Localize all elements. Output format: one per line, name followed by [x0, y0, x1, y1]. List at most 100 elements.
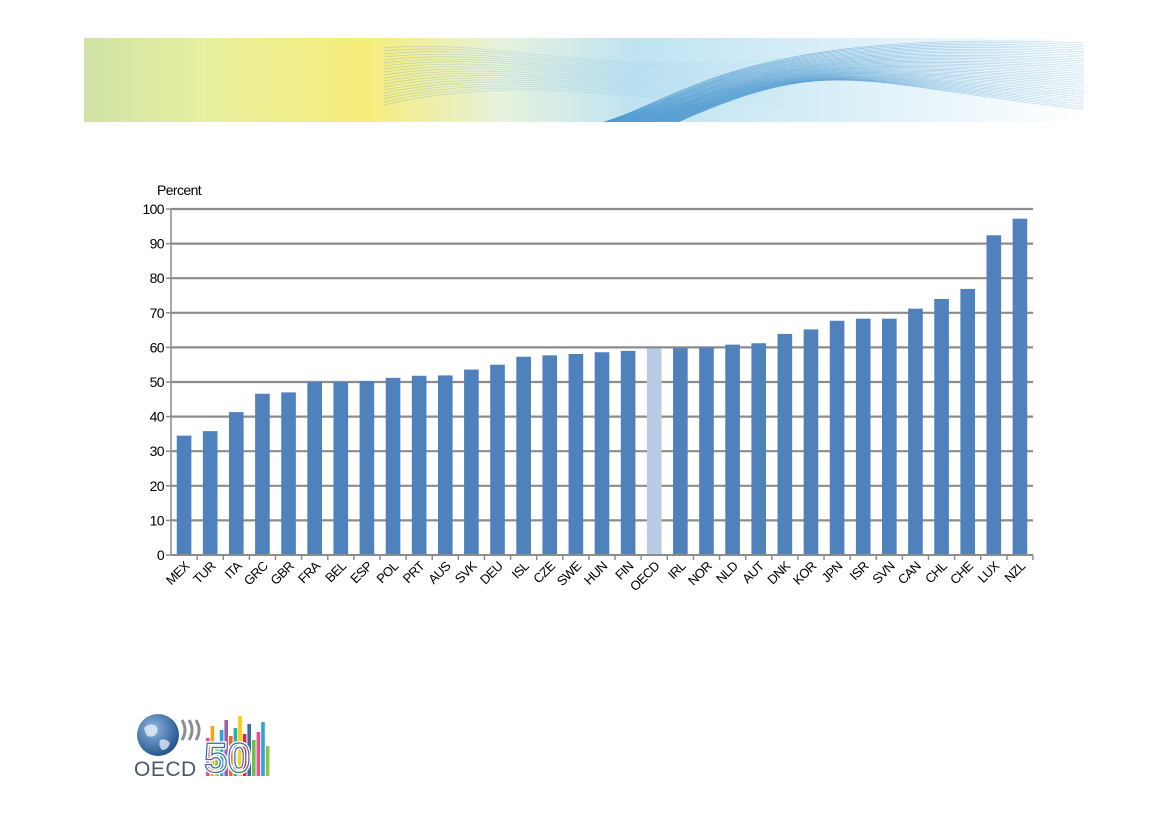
- x-tick-label: GBR: [267, 558, 296, 587]
- wave-line: [383, 46, 785, 65]
- wave-line: [615, 50, 1084, 122]
- wave-line: [647, 71, 1084, 122]
- anniversary-color-bar: [224, 720, 228, 776]
- bar-fin: [620, 350, 636, 555]
- x-tick-label: ISR: [847, 558, 872, 583]
- wave-line: [641, 68, 1084, 122]
- x-tick-label: HUN: [581, 558, 610, 587]
- wave-line: [639, 67, 1084, 122]
- wave-line: [611, 47, 1084, 122]
- x-tick-label: AUS: [425, 558, 454, 587]
- wave-line: [383, 61, 785, 76]
- bar-chl: [934, 298, 949, 555]
- x-tick-label: SWE: [554, 558, 585, 589]
- bar-tur: [202, 431, 218, 555]
- anniversary-color-bar: [252, 740, 256, 776]
- x-tick-label: AUT: [739, 558, 767, 586]
- anniversary-color-bar: [247, 724, 251, 776]
- bar-aus: [437, 375, 453, 555]
- wave-line: [383, 70, 785, 84]
- wave-line: [607, 43, 1084, 122]
- wave-line: [383, 56, 785, 72]
- bar-deu: [490, 364, 505, 555]
- bar-dnk: [777, 333, 793, 555]
- wave-line: [659, 76, 1084, 122]
- wave-line: [383, 81, 785, 96]
- wave-line: [635, 64, 1084, 122]
- wave-line: [383, 58, 785, 74]
- bar-gbr: [281, 392, 296, 555]
- y-tick-label: 80: [150, 270, 165, 286]
- oecd-wordmark: OECD: [134, 758, 197, 781]
- wave-line: [627, 59, 1084, 122]
- wave-line: [383, 51, 785, 68]
- x-tick-label: NZL: [1001, 558, 1028, 585]
- bar-svk: [464, 369, 479, 555]
- wave-line: [649, 72, 1084, 122]
- wave-line: [383, 79, 785, 94]
- x-tick-label: NOR: [685, 558, 715, 588]
- bar-kor: [803, 329, 819, 555]
- wave-line: [625, 57, 1084, 122]
- anniversary-color-bar: [238, 716, 242, 776]
- y-tick-label: 70: [150, 305, 165, 321]
- x-tick-label: ESP: [347, 559, 375, 587]
- y-axis-ticks: 0 10 20 30 40 50 60 70 80 90 100: [142, 201, 172, 563]
- y-tick-label: 60: [150, 339, 165, 355]
- x-tick-label: ISL: [509, 558, 532, 581]
- bar-jpn: [829, 320, 845, 555]
- wave-line: [383, 89, 785, 106]
- wave-line: [629, 60, 1084, 122]
- wave-line: [383, 87, 785, 104]
- y-tick-label: 10: [150, 512, 165, 528]
- y-tick-label: 20: [150, 478, 165, 494]
- bar-aut: [751, 343, 767, 555]
- wave-line: [643, 69, 1084, 122]
- bar-mex: [176, 435, 192, 555]
- anniversary-color-bar: [206, 738, 210, 776]
- bar-grc: [255, 393, 270, 555]
- y-tick-label: 30: [150, 443, 165, 459]
- wave-line: [617, 51, 1084, 122]
- wave-line: [655, 75, 1084, 122]
- x-tick-label: CHE: [947, 558, 976, 587]
- x-tick-label: GRC: [241, 558, 271, 588]
- x-tick-label: KOR: [790, 558, 819, 587]
- wave-line: [605, 42, 1084, 122]
- x-tick-label: CHL: [922, 558, 950, 586]
- x-tick-label: PRT: [400, 558, 428, 586]
- wave-line: [619, 53, 1084, 122]
- wave-line: [657, 75, 1084, 122]
- anniversary-number: 50: [204, 734, 251, 780]
- x-tick-label: CZE: [530, 558, 558, 586]
- wave-line: [609, 45, 1084, 122]
- y-tick-label: 40: [150, 409, 165, 425]
- bar-prt: [411, 375, 427, 555]
- bar-can: [908, 308, 923, 555]
- anniversary-color-bar: [242, 734, 247, 776]
- y-tick-label: 50: [150, 374, 165, 390]
- x-axis: [171, 554, 1034, 560]
- wave-line: [651, 73, 1084, 122]
- anniversary-color-bar: [210, 726, 215, 776]
- wave-line: [383, 75, 785, 89]
- wave-line: [633, 63, 1084, 122]
- bar-svn: [882, 318, 897, 555]
- wave-line: [383, 85, 785, 101]
- x-tick-label: JPN: [819, 558, 846, 585]
- wave-line: [383, 53, 785, 70]
- x-tick-label: CAN: [895, 558, 924, 587]
- y-tick-label: 100: [142, 201, 164, 217]
- x-tick-label: SVK: [452, 558, 480, 586]
- y-tick-label: 0: [157, 547, 165, 563]
- bar-pol: [385, 377, 401, 555]
- x-tick-label: TUR: [190, 558, 218, 586]
- x-tick-label: MEX: [163, 558, 193, 588]
- wave-line: [631, 62, 1084, 122]
- wave-line: [677, 79, 1084, 122]
- anniversary-color-bar: [219, 730, 224, 776]
- x-tick-label: NLD: [713, 558, 741, 586]
- anniversary-color-bar: [233, 728, 238, 776]
- bar-esp: [359, 380, 375, 555]
